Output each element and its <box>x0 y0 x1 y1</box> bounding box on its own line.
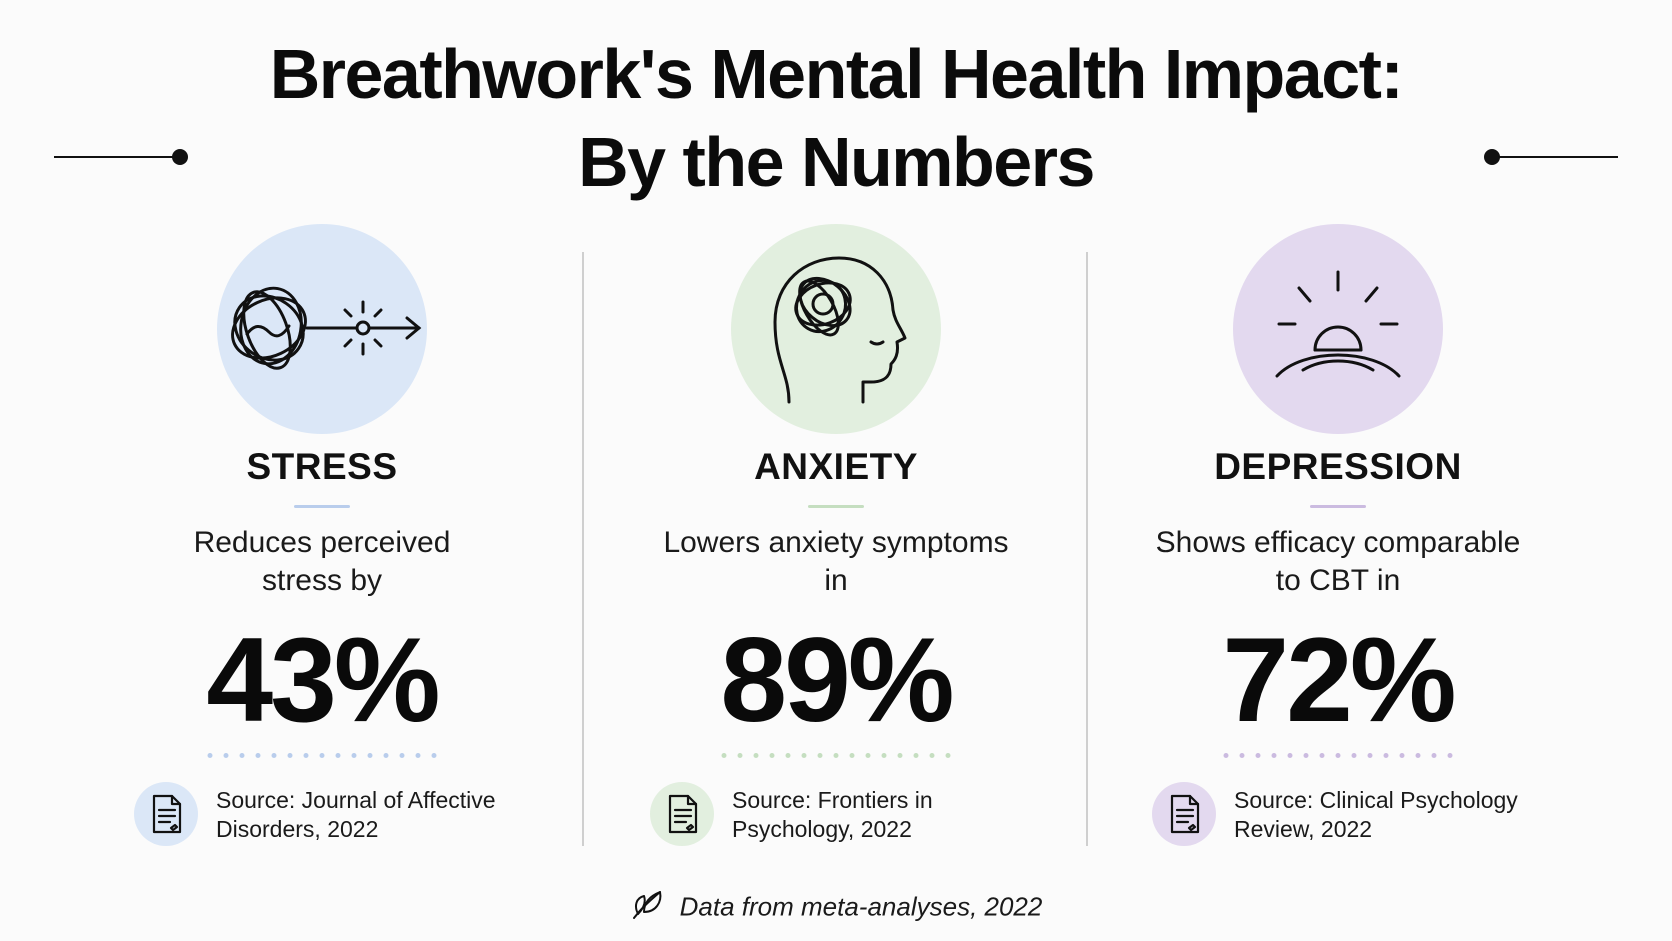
separator-dot <box>207 753 213 758</box>
separator-dot <box>1335 753 1341 758</box>
description-line-1: Shows efficacy comparable <box>1155 526 1521 559</box>
separator-dot <box>1223 753 1229 758</box>
description-line-1: Reduces perceived <box>193 526 451 559</box>
source-line-1: Source: Frontiers in <box>732 787 933 813</box>
document-icon <box>668 794 698 834</box>
separator-dot <box>913 753 919 758</box>
title-line-1: Breathwork's Mental Health Impact: <box>269 35 1404 113</box>
separator-dot <box>303 753 309 758</box>
category-underline <box>1310 505 1366 508</box>
separator-dot <box>1415 753 1421 758</box>
separator-dot <box>753 753 759 758</box>
description-line-1: Lowers anxiety symptoms <box>663 526 1009 559</box>
document-icon <box>1170 794 1200 834</box>
stat-value: 43% <box>206 613 440 747</box>
source-line-2: Review, 2022 <box>1234 816 1373 842</box>
source-line-1: Source: Clinical Psychology <box>1234 787 1518 813</box>
separator-dot <box>223 753 229 758</box>
separator-dot <box>769 753 775 758</box>
source-icon-circle <box>134 782 198 846</box>
separator-dot <box>1431 753 1437 758</box>
description-line-2: in <box>824 564 848 597</box>
source-citation: Source: Journal of Affective Disorders, … <box>216 786 506 844</box>
separator-dot <box>1303 753 1309 758</box>
separator-dot <box>351 753 357 758</box>
category-underline <box>294 505 350 508</box>
dotted-separator <box>207 753 437 758</box>
footer-text: Data from meta-analyses, 2022 <box>679 891 1043 922</box>
source-line-1: Source: Journal of Affective <box>216 787 496 813</box>
source-citation: Source: Clinical Psychology Review, 2022 <box>1234 786 1524 844</box>
separator-dot <box>367 753 373 758</box>
stat-value: 72% <box>1222 613 1456 747</box>
source-line-2: Psychology, 2022 <box>732 816 912 842</box>
separator-dot <box>1287 753 1293 758</box>
sunrise-icon <box>1275 270 1401 378</box>
separator-dot <box>335 753 341 758</box>
stat-value: 89% <box>720 613 954 747</box>
dotted-separator <box>721 753 951 758</box>
source-line-2: Disorders, 2022 <box>216 816 379 842</box>
left-decorative-line <box>54 156 178 158</box>
category-label: STRESS <box>246 446 398 487</box>
stress-icon-circle <box>217 224 427 434</box>
description-line-2: stress by <box>261 564 383 597</box>
separator-dot <box>255 753 261 758</box>
category-label: ANXIETY <box>754 446 918 487</box>
source-icon-circle <box>1152 782 1216 846</box>
separator-dot <box>865 753 871 758</box>
category-underline <box>808 505 864 508</box>
depression-icon-circle <box>1233 224 1443 434</box>
separator-dot <box>1447 753 1453 758</box>
anxiety-icon-circle <box>731 224 941 434</box>
separator-dot <box>319 753 325 758</box>
stat-description: Reduces perceived stress by <box>62 524 582 600</box>
separator-dot <box>801 753 807 758</box>
separator-dot <box>287 753 293 758</box>
separator-dot <box>1255 753 1261 758</box>
separator-dot <box>849 753 855 758</box>
separator-dot <box>415 753 421 758</box>
column-divider <box>1086 252 1088 846</box>
tangled-scribble-arrow-icon <box>231 286 422 370</box>
dotted-separator <box>1223 753 1453 758</box>
separator-dot <box>817 753 823 758</box>
separator-dot <box>399 753 405 758</box>
separator-dot <box>383 753 389 758</box>
separator-dot <box>1239 753 1245 758</box>
separator-dot <box>1383 753 1389 758</box>
separator-dot <box>929 753 935 758</box>
right-decorative-line <box>1492 156 1618 158</box>
separator-dot <box>833 753 839 758</box>
document-icon <box>152 794 182 834</box>
separator-dot <box>271 753 277 758</box>
stat-description: Shows efficacy comparable to CBT in <box>1078 524 1598 600</box>
left-decorative-dot <box>172 149 188 165</box>
separator-dot <box>945 753 951 758</box>
separator-dot <box>1367 753 1373 758</box>
separator-dot <box>737 753 743 758</box>
head-tangled-thoughts-icon <box>773 256 907 404</box>
source-icon-circle <box>650 782 714 846</box>
separator-dot <box>785 753 791 758</box>
separator-dot <box>1271 753 1277 758</box>
separator-dot <box>721 753 727 758</box>
separator-dot <box>881 753 887 758</box>
category-label: DEPRESSION <box>1214 446 1462 487</box>
leaf-icon <box>630 888 666 929</box>
column-divider <box>582 252 584 846</box>
separator-dot <box>1399 753 1405 758</box>
footer-note: Data from meta-analyses, 2022 <box>0 888 1672 929</box>
page-title: Breathwork's Mental Health Impact: By th… <box>0 30 1672 206</box>
separator-dot <box>1319 753 1325 758</box>
description-line-2: to CBT in <box>1275 564 1401 597</box>
stat-description: Lowers anxiety symptoms in <box>576 524 1096 600</box>
separator-dot <box>239 753 245 758</box>
title-line-2: By the Numbers <box>578 123 1095 201</box>
separator-dot <box>897 753 903 758</box>
separator-dot <box>431 753 437 758</box>
separator-dot <box>1351 753 1357 758</box>
source-citation: Source: Frontiers in Psychology, 2022 <box>732 786 1022 844</box>
